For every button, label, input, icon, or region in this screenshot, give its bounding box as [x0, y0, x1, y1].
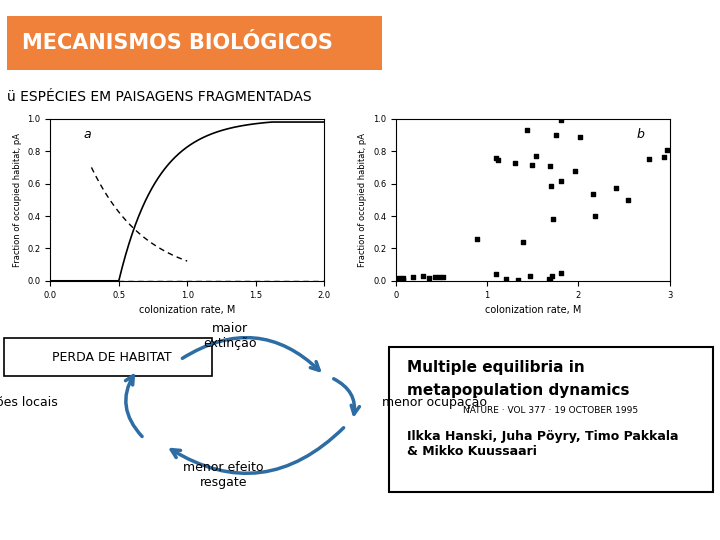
- Point: [397, 275, 409, 284]
- Text: menor ocupação: menor ocupação: [382, 396, 487, 409]
- Point: [393, 274, 405, 282]
- Y-axis label: Fraction of occupied habitat, pA: Fraction of occupied habitat, pA: [359, 133, 367, 267]
- Point: [433, 273, 445, 282]
- Point: [555, 116, 567, 124]
- Text: b: b: [636, 128, 644, 141]
- Text: ü ESPÉCIES EM PAISAGENS FRAGMENTADAS: ü ESPÉCIES EM PAISAGENS FRAGMENTADAS: [7, 90, 312, 104]
- Point: [526, 161, 538, 170]
- Point: [492, 156, 504, 165]
- FancyBboxPatch shape: [389, 347, 713, 492]
- Point: [490, 154, 502, 163]
- Point: [418, 272, 429, 280]
- Point: [521, 126, 533, 134]
- Point: [423, 274, 435, 283]
- Point: [547, 215, 559, 224]
- Text: menor efeito
resgate: menor efeito resgate: [183, 461, 264, 489]
- Point: [555, 177, 567, 185]
- Point: [512, 276, 523, 285]
- Point: [509, 158, 521, 167]
- Point: [524, 272, 536, 280]
- Text: maior
extinção: maior extinção: [204, 322, 257, 350]
- Point: [490, 270, 502, 279]
- FancyBboxPatch shape: [4, 338, 212, 376]
- Point: [408, 272, 419, 281]
- Text: Multiple equilibria in: Multiple equilibria in: [407, 360, 585, 375]
- Text: a: a: [84, 128, 91, 141]
- Text: Ilkka Hanski, Juha Pöyry, Timo Pakkala
& Mikko Kuussaari: Ilkka Hanski, Juha Pöyry, Timo Pakkala &…: [407, 429, 678, 457]
- Text: NATURE · VOL 377 · 19 OCTOBER 1995: NATURE · VOL 377 · 19 OCTOBER 1995: [463, 406, 639, 415]
- Point: [623, 195, 634, 204]
- Point: [544, 275, 555, 284]
- Point: [610, 184, 621, 193]
- Text: metapopulation dynamics: metapopulation dynamics: [407, 383, 629, 398]
- Text: PERDA DE HABITAT: PERDA DE HABITAT: [52, 351, 171, 364]
- Y-axis label: Fraction of occupied habitat, pA: Fraction of occupied habitat, pA: [13, 133, 22, 267]
- Point: [551, 131, 562, 139]
- Point: [518, 238, 529, 247]
- Point: [544, 161, 555, 170]
- Point: [588, 190, 599, 198]
- Text: MECANISMOS BIOLÓGICOS: MECANISMOS BIOLÓGICOS: [22, 33, 333, 53]
- X-axis label: colonization rate, M: colonization rate, M: [139, 305, 235, 315]
- Point: [544, 276, 555, 285]
- X-axis label: colonization rate, M: colonization rate, M: [485, 305, 581, 315]
- FancyBboxPatch shape: [7, 16, 382, 70]
- Point: [500, 275, 512, 284]
- Point: [438, 272, 449, 281]
- Point: [546, 272, 558, 280]
- Point: [397, 274, 409, 283]
- Point: [570, 166, 581, 175]
- Point: [644, 154, 655, 163]
- Point: [658, 153, 670, 161]
- Point: [472, 235, 483, 244]
- Point: [430, 273, 441, 281]
- Point: [530, 152, 541, 160]
- Point: [575, 133, 586, 141]
- Point: [545, 181, 557, 190]
- Point: [555, 269, 567, 278]
- Point: [661, 146, 672, 154]
- Point: [590, 211, 601, 220]
- Text: menor populações locais: menor populações locais: [0, 396, 58, 409]
